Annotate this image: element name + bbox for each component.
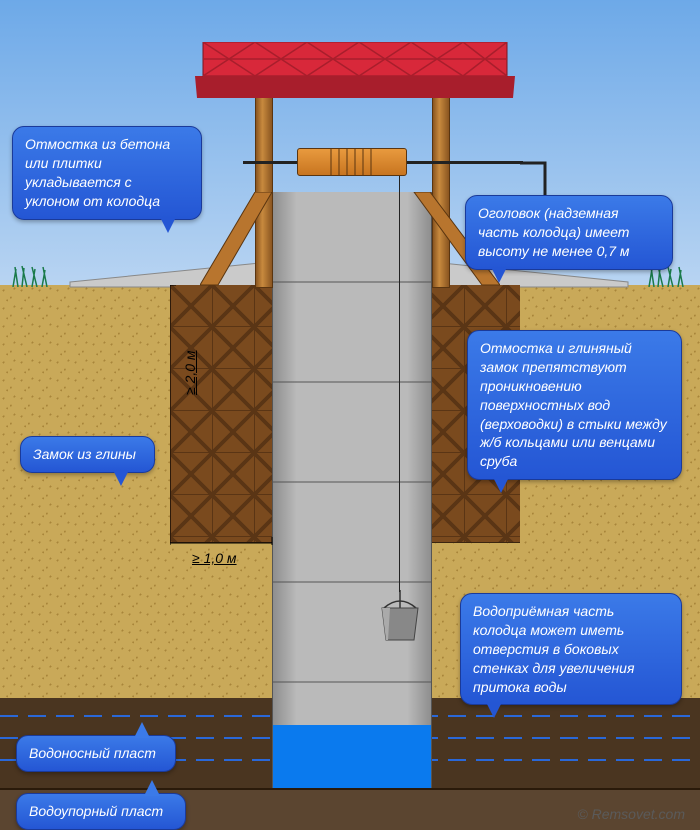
callout-apron: Отмостка из бетона или плитки укладывает… bbox=[12, 126, 202, 220]
callout-head: Оголовок (надземная часть колодца) имеет… bbox=[465, 195, 673, 270]
roof bbox=[195, 42, 515, 100]
bucket-icon bbox=[376, 590, 424, 645]
callout-clay: Замок из глины bbox=[20, 436, 155, 473]
well-water bbox=[273, 725, 431, 788]
dim-width: ≥ 1,0 м bbox=[192, 550, 237, 566]
callout-seal-desc: Отмостка и глиняный замок препятствуют п… bbox=[467, 330, 682, 480]
dim-height: ≥ 2,0 м bbox=[182, 350, 198, 395]
callout-aquitard: Водоупорный пласт bbox=[16, 793, 186, 830]
copyright: © Remsovet.com bbox=[577, 806, 685, 822]
callout-intake: Водоприёмная часть колодца может иметь о… bbox=[460, 593, 682, 705]
grass-left bbox=[8, 265, 58, 287]
drum-lines bbox=[297, 148, 407, 176]
wood-struts bbox=[200, 192, 500, 292]
callout-aquifer: Водоносный пласт bbox=[16, 735, 176, 772]
